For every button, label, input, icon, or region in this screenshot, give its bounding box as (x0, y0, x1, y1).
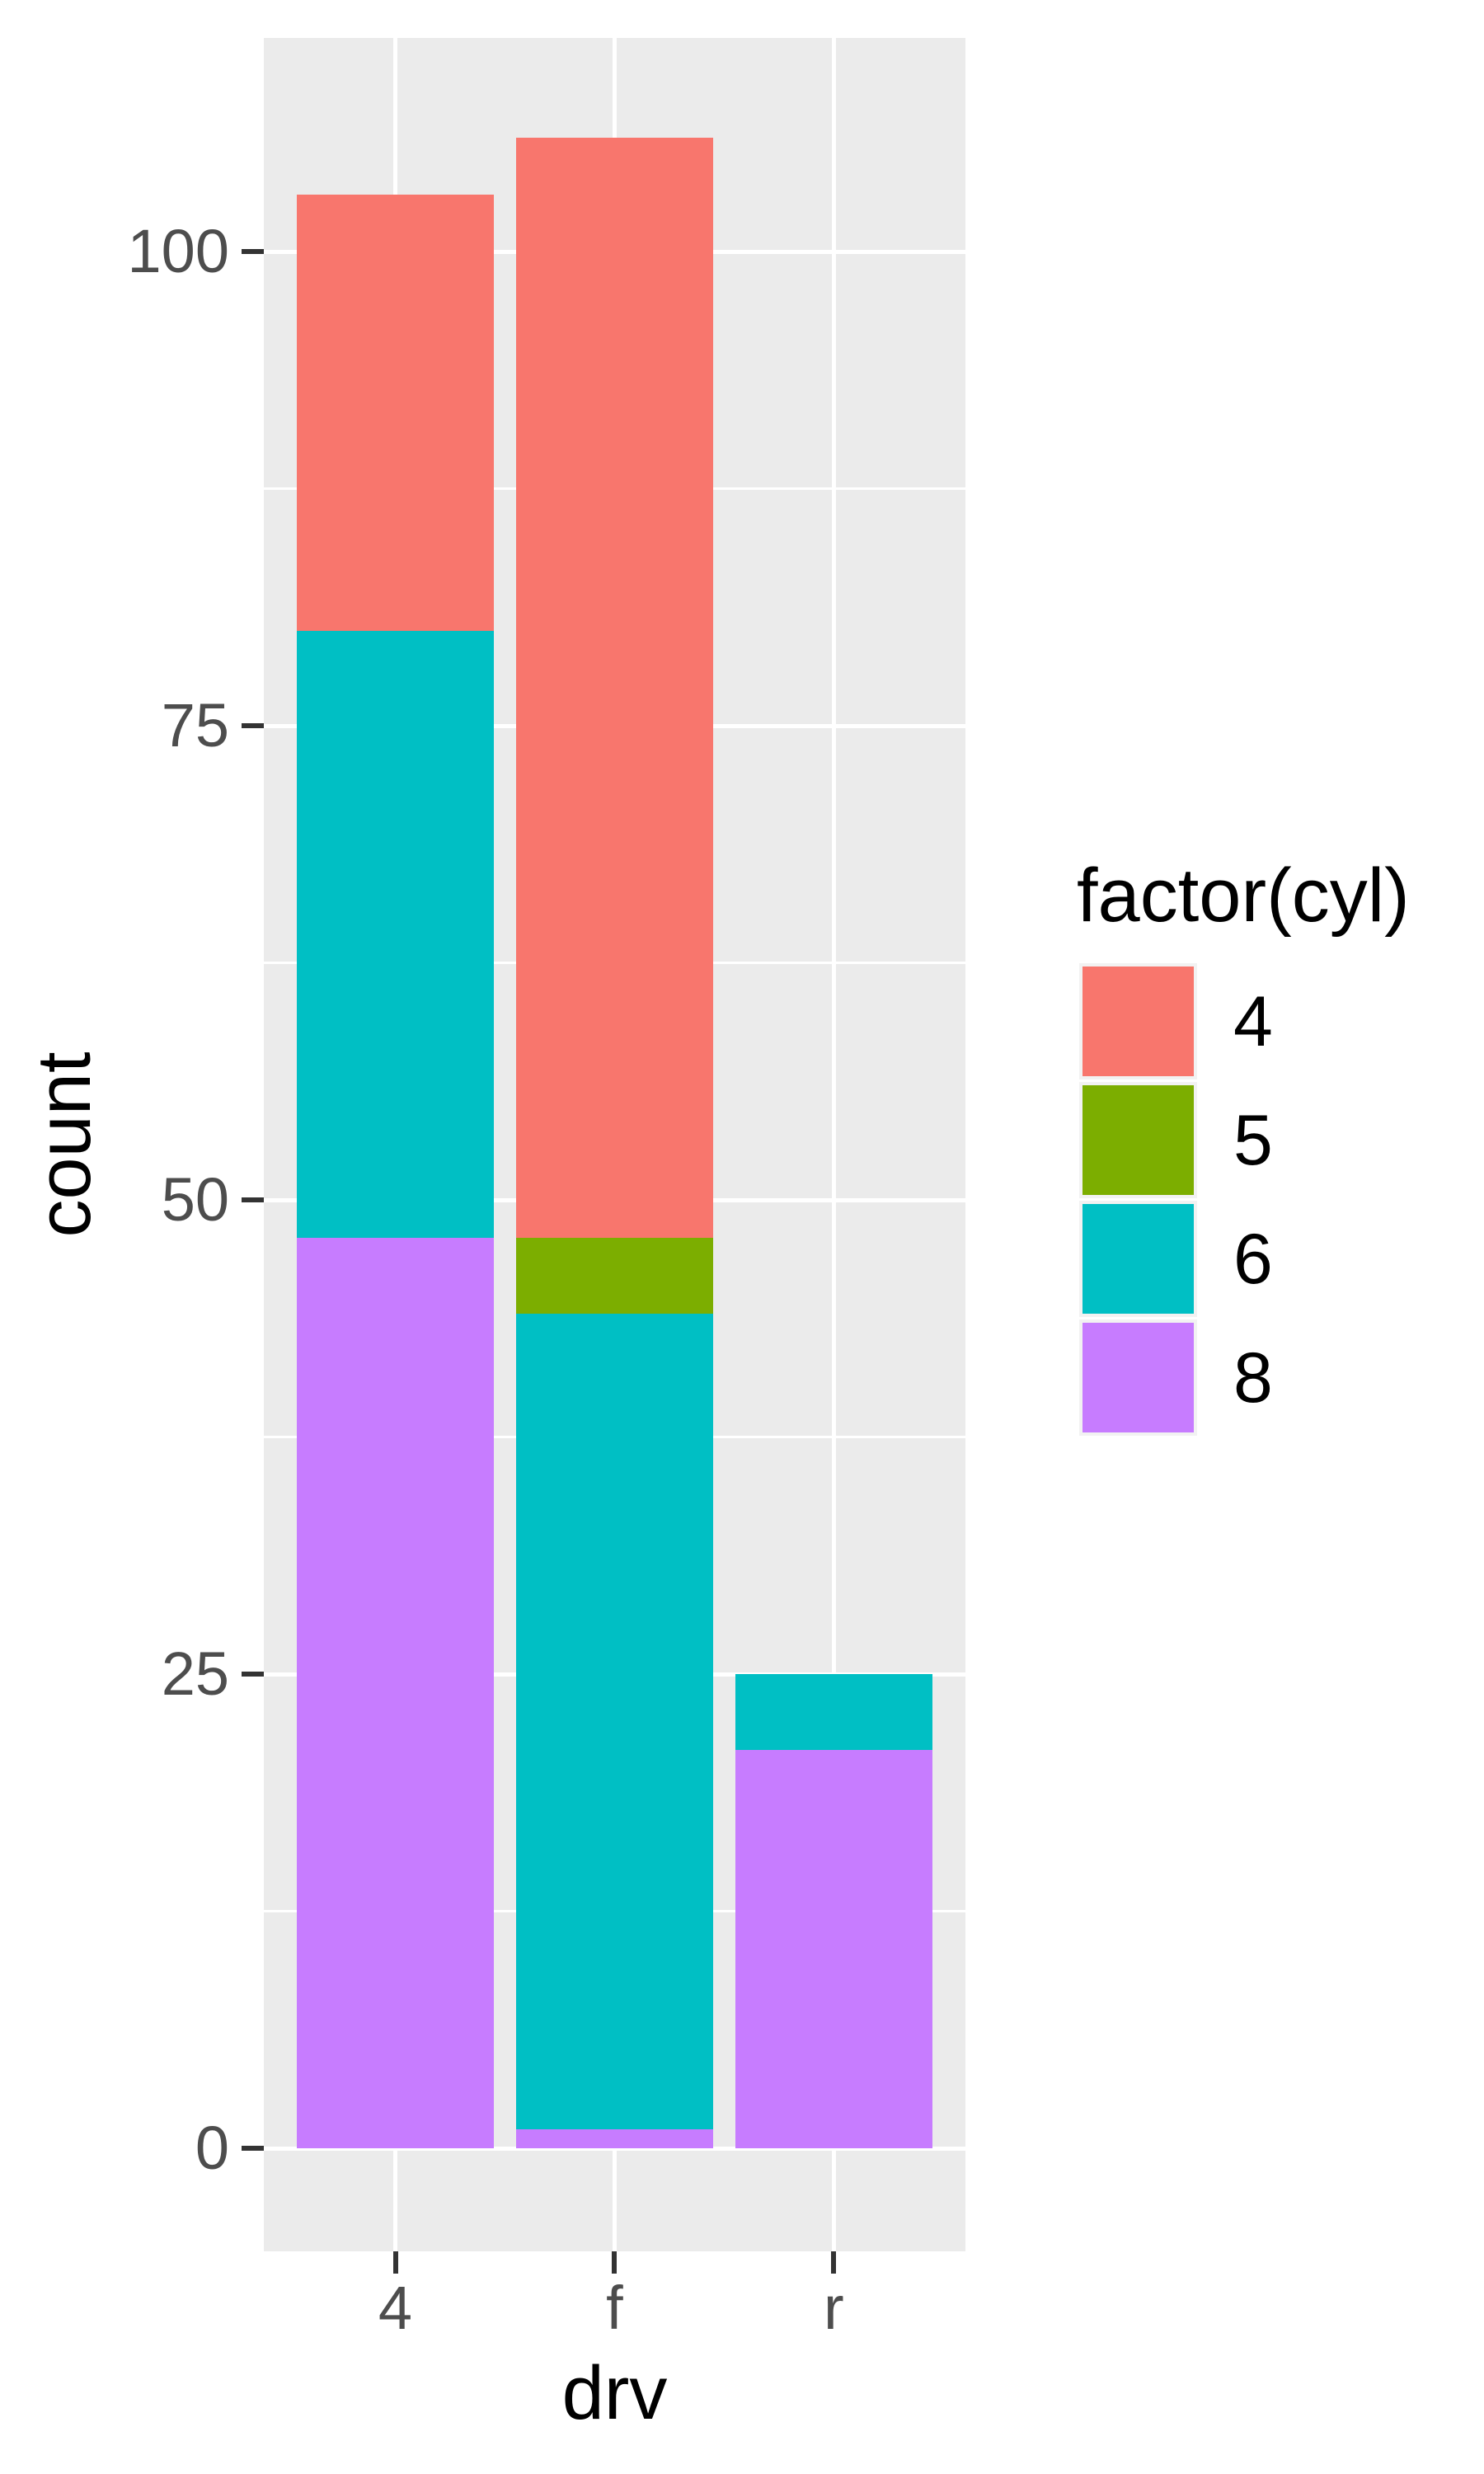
legend-swatch-cyl5 (1082, 1085, 1194, 1195)
bar-segment-drvr-cyl6 (735, 1674, 932, 1750)
x-axis-title: drv (561, 2351, 668, 2435)
legend-key (1079, 1082, 1197, 1198)
y-tick-label: 100 (127, 217, 229, 285)
bar-segment-drvf-cyl8 (515, 2129, 713, 2148)
bar-segment-drvf-cyl5 (515, 1238, 713, 1314)
y-tick-mark (242, 2146, 264, 2151)
x-tick-label: r (823, 2274, 844, 2342)
legend-label: 6 (1233, 1219, 1273, 1299)
legend-key (1079, 1319, 1197, 1436)
y-tick-mark (242, 249, 264, 254)
y-axis-title: count (22, 1051, 106, 1238)
x-tick-mark (612, 2251, 618, 2274)
x-tick-mark (831, 2251, 837, 2274)
bar-segment-drvr-cyl8 (735, 1750, 932, 2148)
x-tick-mark (392, 2251, 398, 2274)
bar-segment-drvf-cyl6 (515, 1314, 713, 2129)
legend-key (1079, 963, 1197, 1079)
x-tick-label: 4 (378, 2274, 413, 2342)
legend-label: 5 (1233, 1100, 1273, 1180)
x-tick-label: f (606, 2274, 623, 2342)
bar-segment-drv4-cyl8 (297, 1238, 494, 2148)
legend-swatch-cyl6 (1082, 1204, 1194, 1314)
y-tick-label: 75 (161, 691, 229, 760)
plot-panel (264, 38, 965, 2251)
legend-label: 4 (1233, 981, 1273, 1061)
gridline-major-x (831, 38, 836, 2251)
y-tick-label: 0 (195, 2114, 229, 2182)
y-tick-mark (242, 723, 264, 728)
bar-segment-drv4-cyl6 (297, 631, 494, 1238)
legend-swatch-cyl4 (1082, 967, 1194, 1076)
bar-segment-drv4-cyl4 (297, 195, 494, 631)
legend-key (1079, 1201, 1197, 1317)
legend-title: factor(cyl) (1077, 854, 1410, 938)
bar-segment-drvf-cyl4 (515, 138, 713, 1238)
y-tick-mark (242, 1672, 264, 1677)
legend-label: 8 (1233, 1338, 1273, 1418)
y-tick-label: 50 (161, 1165, 229, 1234)
y-tick-mark (242, 1197, 264, 1202)
legend-swatch-cyl8 (1082, 1323, 1194, 1432)
y-tick-label: 25 (161, 1639, 229, 1708)
